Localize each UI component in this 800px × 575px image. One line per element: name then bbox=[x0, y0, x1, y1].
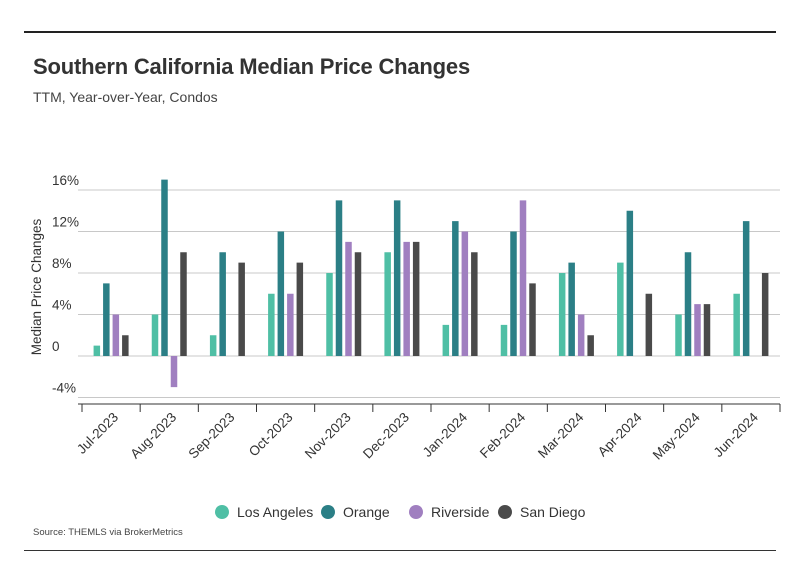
bar bbox=[626, 210, 634, 356]
chart-frame bbox=[24, 31, 776, 551]
x-tick-label: Feb-2024 bbox=[477, 409, 529, 461]
bar bbox=[529, 283, 536, 356]
bar bbox=[471, 252, 478, 356]
x-axis: Jul-2023 Aug-2023 Sep-2023 Oct-2023 Nov-2023… bbox=[74, 403, 781, 463]
bar bbox=[112, 314, 120, 356]
legend-marker bbox=[215, 505, 229, 519]
bar bbox=[326, 273, 333, 356]
legend-marker bbox=[498, 505, 512, 519]
chart-source: Source: THEMLS via BrokerMetrics bbox=[33, 527, 183, 538]
bar bbox=[403, 241, 410, 356]
legend-label: San Diego bbox=[520, 504, 586, 520]
bar bbox=[558, 273, 566, 356]
bar bbox=[568, 262, 575, 356]
bar bbox=[122, 335, 129, 356]
y-tick-label: 8% bbox=[52, 256, 72, 271]
y-tick-label: 0 bbox=[52, 339, 60, 354]
legend-label: Riverside bbox=[431, 504, 490, 520]
legend-marker bbox=[321, 505, 335, 519]
legend-label: Orange bbox=[343, 504, 390, 520]
bar bbox=[461, 231, 469, 356]
bar bbox=[268, 293, 275, 356]
legend-label: Los Angeles bbox=[237, 504, 313, 520]
bar bbox=[180, 252, 187, 356]
bar bbox=[354, 252, 362, 356]
legend: Los Angeles Orange Riverside San Diego bbox=[215, 504, 586, 520]
bar bbox=[296, 262, 304, 356]
bar bbox=[287, 293, 294, 356]
bar bbox=[238, 262, 245, 356]
bar bbox=[500, 324, 508, 356]
x-tick-label: Sep-2023 bbox=[186, 410, 238, 462]
x-tick-label: Oct-2023 bbox=[246, 410, 296, 460]
bar bbox=[684, 252, 692, 356]
bar bbox=[703, 304, 711, 356]
bar bbox=[694, 304, 701, 356]
x-tick-label: Jan-2024 bbox=[420, 409, 471, 460]
bar bbox=[277, 231, 285, 356]
bar bbox=[519, 200, 527, 356]
bar bbox=[161, 179, 168, 356]
x-tick-label: Apr-2024 bbox=[595, 409, 645, 459]
y-tick-label: -4% bbox=[52, 381, 76, 396]
bars bbox=[93, 179, 769, 388]
bar bbox=[393, 200, 401, 356]
x-tick-label: Nov-2023 bbox=[302, 410, 354, 462]
bar bbox=[510, 231, 517, 356]
chart-subtitle: TTM, Year-over-Year, Condos bbox=[33, 89, 218, 105]
bar bbox=[577, 314, 585, 356]
bar bbox=[151, 314, 159, 356]
legend-marker bbox=[409, 505, 423, 519]
y-tick-label: 12% bbox=[52, 215, 79, 230]
y-tick-label: 4% bbox=[52, 298, 72, 313]
bar bbox=[345, 241, 352, 356]
y-axis-label: Median Price Changes bbox=[29, 218, 44, 355]
bar bbox=[412, 241, 420, 356]
bar bbox=[209, 335, 217, 356]
x-tick-label: Jul-2023 bbox=[74, 410, 121, 457]
x-tick-label: Dec-2023 bbox=[360, 410, 412, 462]
bar bbox=[617, 262, 624, 356]
gridlines bbox=[78, 189, 780, 398]
bar bbox=[733, 293, 740, 356]
bar bbox=[761, 273, 769, 356]
x-tick-label: Jun-2024 bbox=[711, 409, 762, 460]
x-tick-label: Mar-2024 bbox=[535, 409, 587, 461]
bar bbox=[93, 345, 101, 356]
bar bbox=[103, 283, 110, 356]
bar bbox=[452, 221, 459, 356]
bar bbox=[384, 252, 391, 356]
bar bbox=[645, 293, 653, 356]
x-tick-label: Aug-2023 bbox=[127, 410, 179, 462]
bar bbox=[335, 200, 343, 356]
bar bbox=[170, 356, 178, 388]
bar bbox=[587, 335, 594, 356]
bar bbox=[675, 314, 682, 356]
chart-title: Southern California Median Price Changes bbox=[33, 54, 470, 79]
y-tick-label: 16% bbox=[52, 173, 79, 188]
bar bbox=[742, 221, 750, 356]
bar bbox=[219, 252, 226, 356]
bar bbox=[442, 324, 450, 356]
y-axis-ticks: 16% 12% 8% 4% 0 -4% bbox=[52, 173, 79, 396]
x-tick-label: May-2024 bbox=[650, 409, 703, 462]
